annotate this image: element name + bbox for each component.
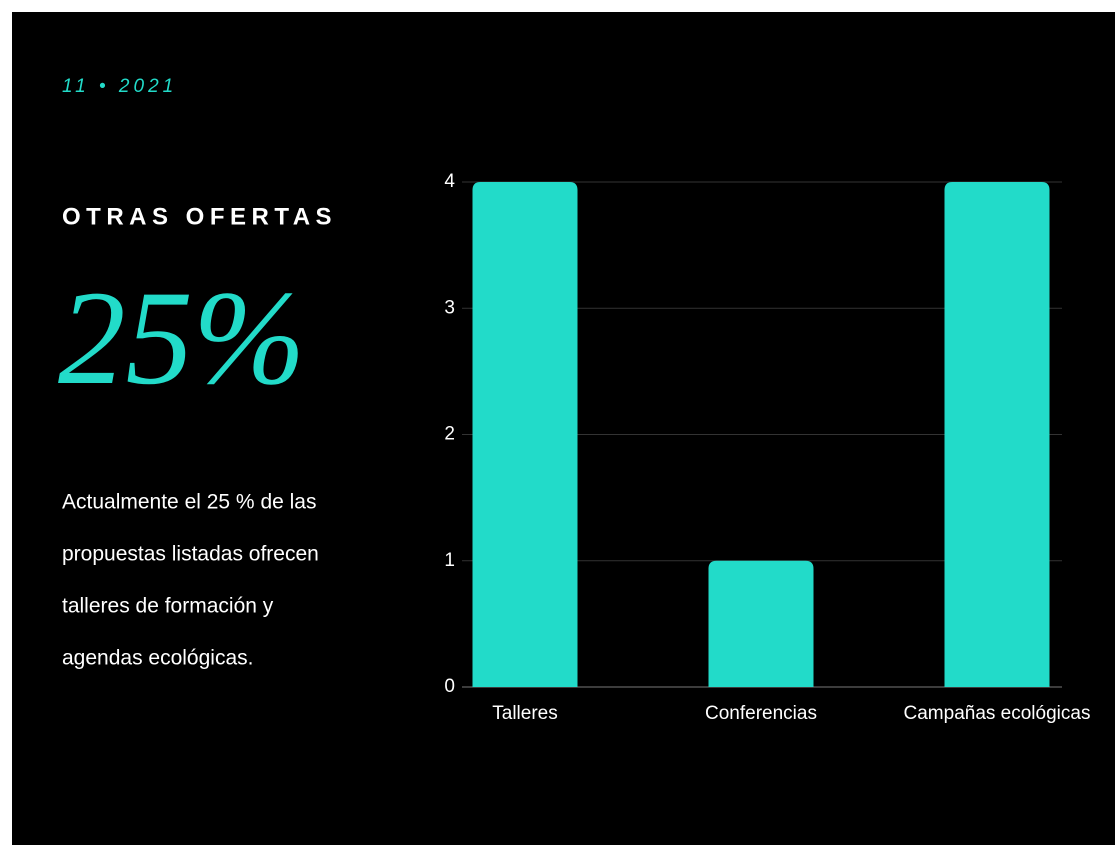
body-line: Actualmente el 25 % de las: [62, 491, 316, 514]
y-tick-label: 1: [444, 550, 455, 571]
y-tick-label: 2: [444, 424, 455, 445]
date: 11 • 2021: [62, 76, 177, 97]
x-tick-label: Conferencias: [705, 703, 817, 724]
body-line: agendas ecológicas.: [62, 647, 253, 670]
body-line: talleres de formación y: [62, 595, 274, 618]
heading: OTRAS OFERTAS: [62, 203, 337, 230]
y-tick-label: 0: [444, 676, 455, 697]
y-tick-label: 4: [444, 171, 455, 192]
bar: [708, 560, 814, 687]
x-tick-label: Campañas ecológicas: [904, 703, 1091, 724]
bar: [944, 182, 1050, 687]
stat: 25%: [58, 264, 305, 413]
bar: [472, 182, 578, 687]
body-line: propuestas listadas ofrecen: [62, 543, 319, 566]
y-tick-label: 3: [444, 297, 455, 318]
x-tick-label: Talleres: [492, 703, 557, 724]
